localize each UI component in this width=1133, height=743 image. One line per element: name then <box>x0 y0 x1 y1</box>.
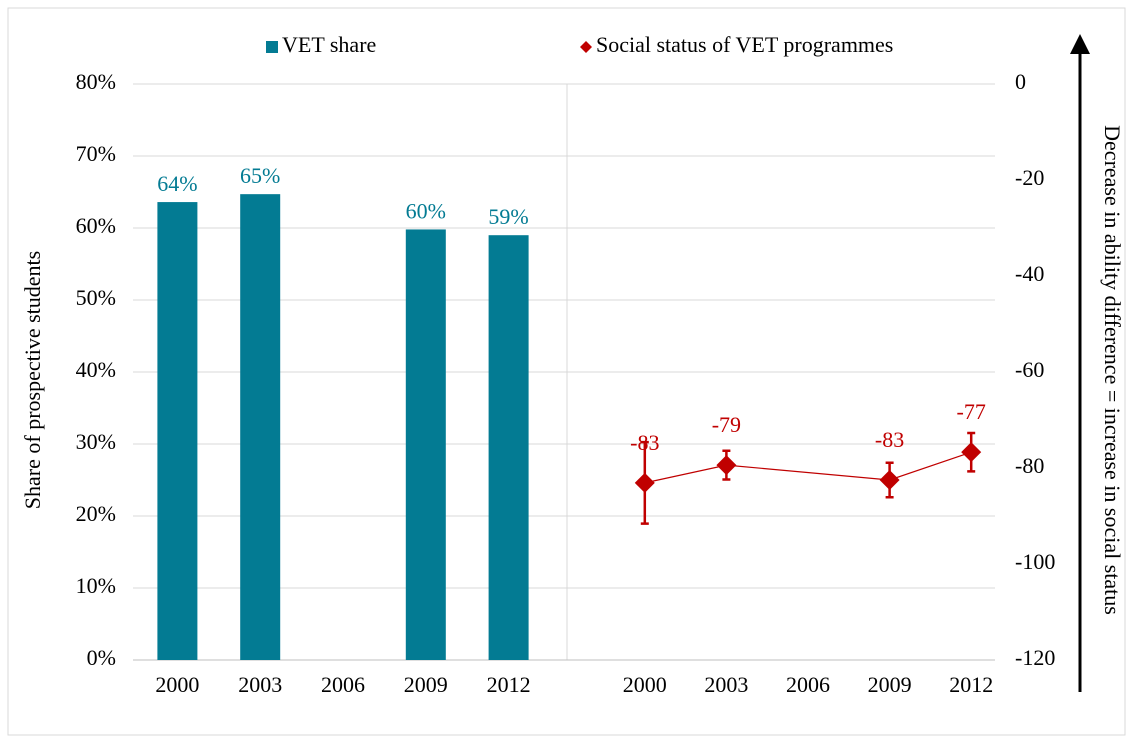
data-label: 59% <box>488 204 528 229</box>
marker <box>716 455 737 476</box>
x-tick-label: 2009 <box>404 672 448 697</box>
y2-tick-label: -120 <box>1015 645 1055 670</box>
bar <box>488 235 529 660</box>
data-label: -77 <box>957 399 986 424</box>
x-tick-label: 2000 <box>155 672 199 697</box>
y2-axis-label: Decrease in ability difference = increas… <box>1100 125 1125 615</box>
x-tick-label: 2003 <box>238 672 282 697</box>
y2-tick-label: 0 <box>1015 69 1026 94</box>
y2-tick-label: -40 <box>1015 261 1044 286</box>
bar <box>157 202 198 660</box>
y-axis-label: Share of prospective students <box>20 251 45 509</box>
legend-label: Social status of VET programmes <box>596 32 893 57</box>
data-label: -79 <box>712 412 741 437</box>
bar <box>240 194 281 660</box>
x-tick-label: 2012 <box>487 672 531 697</box>
x-tick-label: 2006 <box>786 672 830 697</box>
y2-tick-label: -20 <box>1015 165 1044 190</box>
data-label: 65% <box>240 163 280 188</box>
bar <box>405 229 446 660</box>
data-label: -83 <box>875 427 904 452</box>
y-tick-label: 70% <box>76 141 116 166</box>
line <box>644 451 972 484</box>
legend-swatch <box>266 41 278 53</box>
legend-label: VET share <box>282 32 376 57</box>
x-tick-label: 2003 <box>704 672 748 697</box>
arrow-head <box>1070 34 1090 54</box>
y-tick-label: 0% <box>87 645 116 670</box>
legend-swatch <box>580 41 592 53</box>
marker <box>634 472 655 493</box>
y-tick-label: 60% <box>76 213 116 238</box>
y-tick-label: 10% <box>76 573 116 598</box>
y-tick-label: 80% <box>76 69 116 94</box>
y-tick-label: 40% <box>76 357 116 382</box>
marker <box>879 470 900 490</box>
y2-tick-label: -60 <box>1015 357 1044 382</box>
y-tick-label: 20% <box>76 501 116 526</box>
y2-tick-label: -100 <box>1015 549 1055 574</box>
x-tick-label: 2012 <box>949 672 993 697</box>
data-label: 64% <box>157 171 197 196</box>
y2-tick-label: -80 <box>1015 453 1044 478</box>
x-tick-label: 2000 <box>623 672 667 697</box>
data-label: -83 <box>630 430 659 455</box>
data-label: 60% <box>406 198 446 223</box>
x-tick-label: 2009 <box>868 672 912 697</box>
y-tick-label: 30% <box>76 429 116 454</box>
marker <box>961 442 982 463</box>
chart-border <box>7 7 1126 736</box>
y-tick-label: 50% <box>76 285 116 310</box>
x-tick-label: 2006 <box>321 672 365 697</box>
